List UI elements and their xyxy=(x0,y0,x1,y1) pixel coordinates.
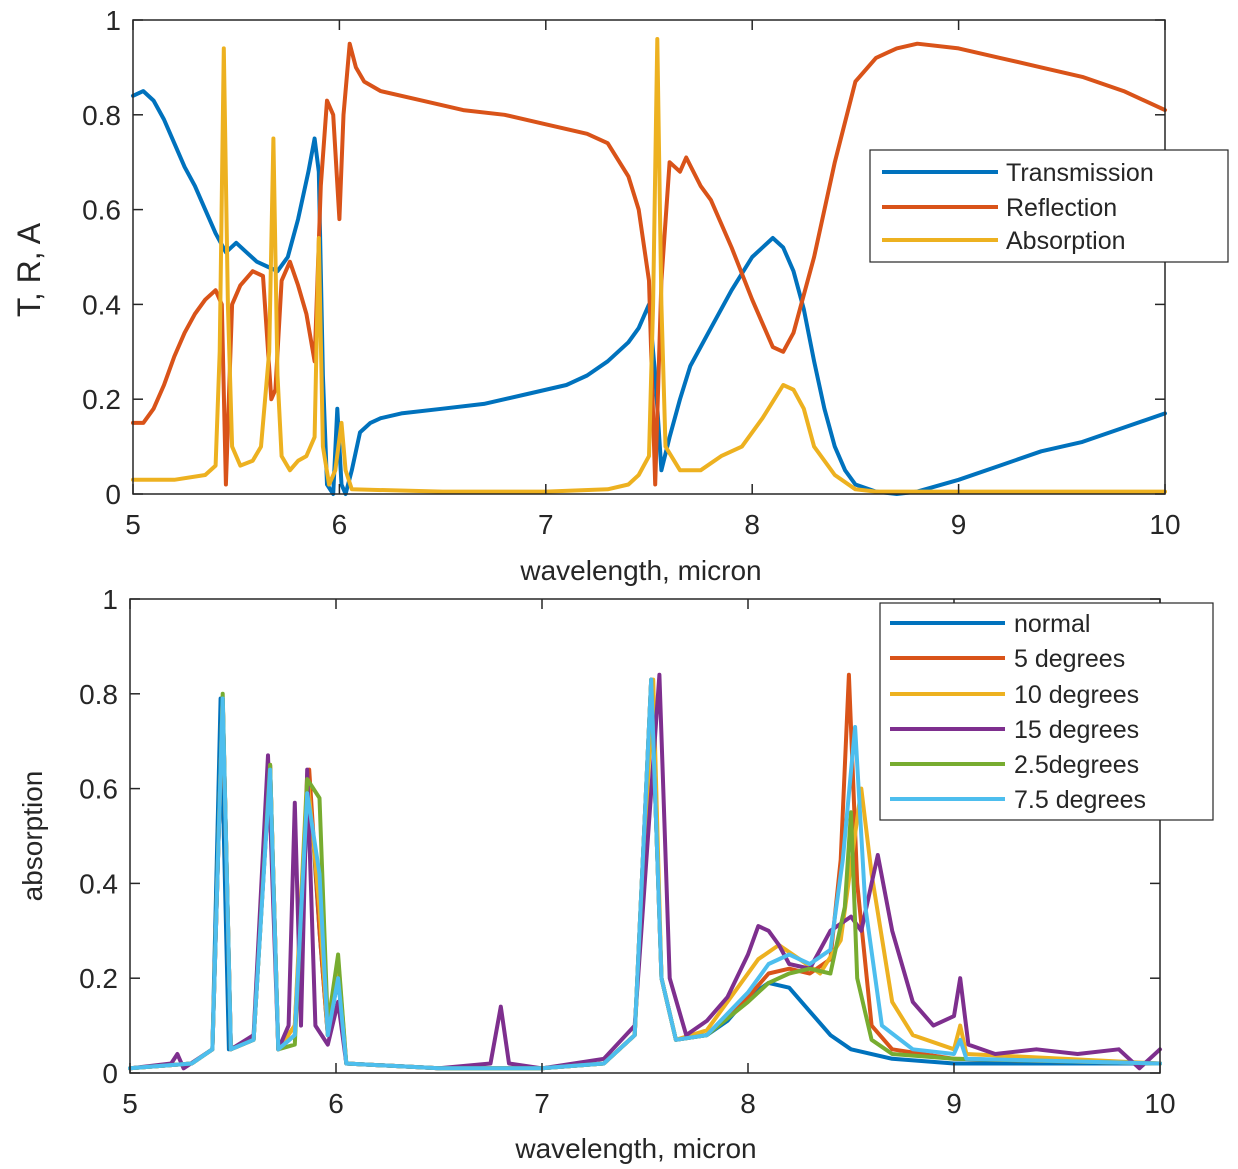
legend-label-10-degrees: 10 degrees xyxy=(1014,681,1139,709)
chart1-xtick-label-10: 10 xyxy=(1149,509,1180,540)
chart1-ytick-label-1: 1 xyxy=(105,5,121,36)
chart1-series-transmission-line xyxy=(131,89,1167,496)
chart1-series-absorption-line xyxy=(131,37,1167,494)
chart2-series-7-5-degrees-line xyxy=(128,677,1162,1071)
chart2-legend-box xyxy=(879,602,1214,821)
chart1-ylabel: T, R, A xyxy=(11,222,47,317)
chart1-legend: Transmission Reflection Absorption xyxy=(869,149,1229,263)
chart2-ylabel: absorption xyxy=(17,771,48,902)
chart1-ytick-label-0-8: 0.8 xyxy=(82,100,121,131)
chart2-axes-box xyxy=(129,598,1161,1074)
chart2-ticks: 5 6 7 8 9 10 0 0.2 0.4 0.6 0.8 1 xyxy=(79,584,1176,1119)
chart1-xtick-label-8: 8 xyxy=(744,509,760,540)
legend-label-2-5-degrees: 2.5degrees xyxy=(1014,751,1139,779)
chart2-legend: normal 5 degrees 10 degrees 15 degrees 2… xyxy=(879,602,1214,821)
chart2-xtick-label-7: 7 xyxy=(534,1088,550,1119)
chart1-ticks: 5 6 7 8 9 10 0 0.2 0.4 0.6 0.8 1 xyxy=(82,5,1181,540)
chart2-xtick-label-8: 8 xyxy=(740,1088,756,1119)
chart1-xtick-label-5: 5 xyxy=(125,509,141,540)
chart-transmission-reflection-absorption: 5 6 7 8 9 10 0 0.2 0.4 0.6 0.8 1 wavelength, micron… xyxy=(11,5,1229,586)
legend-label-7-5-degrees: 7.5 degrees xyxy=(1014,786,1146,814)
legend-label-transmission: Transmission xyxy=(1006,159,1154,187)
chart1-series-layer xyxy=(131,37,1167,496)
chart2-ytick-label-0-6: 0.6 xyxy=(79,774,118,805)
chart2-ytick-label-0-8: 0.8 xyxy=(79,679,118,710)
chart1-ytick-label-0: 0 xyxy=(105,479,121,510)
chart2-ytick-label-0-4: 0.4 xyxy=(79,868,118,899)
chart2-ytick-label-1: 1 xyxy=(102,584,118,615)
chart1-ytick-label-0-4: 0.4 xyxy=(82,289,121,320)
chart1-xlabel: wavelength, micron xyxy=(519,555,761,586)
chart2-xtick-label-6: 6 xyxy=(328,1088,344,1119)
chart2-xtick-label-9: 9 xyxy=(946,1088,962,1119)
chart2-xtick-label-5: 5 xyxy=(122,1088,138,1119)
chart2-ytick-label-0-2: 0.2 xyxy=(79,963,118,994)
chart1-ytick-label-0-6: 0.6 xyxy=(82,195,121,226)
legend-label-normal: normal xyxy=(1014,610,1090,638)
legend-label-5-degrees: 5 degrees xyxy=(1014,645,1125,673)
chart2-xtick-label-10: 10 xyxy=(1144,1088,1175,1119)
legend-label-absorption: Absorption xyxy=(1006,227,1126,255)
chart-absorption-angles: 5 6 7 8 9 10 0 0.2 0.4 0.6 0.8 1 wavelength, micron… xyxy=(17,584,1214,1164)
chart2-xlabel: wavelength, micron xyxy=(514,1133,756,1164)
chart2-series-layer xyxy=(128,672,1162,1071)
chart1-xtick-label-6: 6 xyxy=(332,509,348,540)
chart1-xtick-label-7: 7 xyxy=(538,509,554,540)
chart1-ytick-label-0-2: 0.2 xyxy=(82,384,121,415)
chart1-xtick-label-9: 9 xyxy=(951,509,967,540)
legend-label-15-degrees: 15 degrees xyxy=(1014,716,1139,744)
chart2-ytick-label-0: 0 xyxy=(102,1058,118,1089)
legend-label-reflection: Reflection xyxy=(1006,194,1117,222)
